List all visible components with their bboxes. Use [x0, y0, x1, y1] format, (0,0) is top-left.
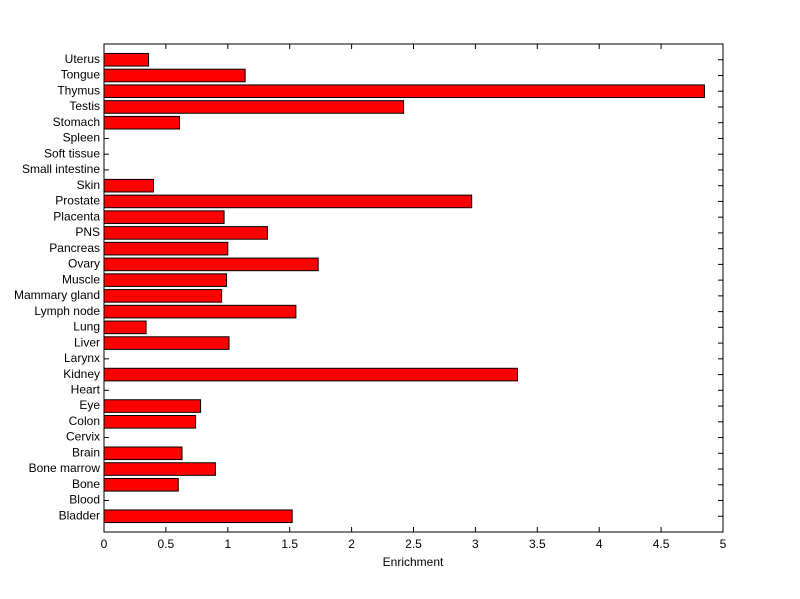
bar — [103, 210, 225, 224]
y-tick-label: PNS — [75, 225, 100, 239]
x-tick-label: 2.5 — [405, 537, 422, 551]
x-tick-label: 0 — [101, 537, 108, 551]
bar — [103, 194, 473, 209]
y-tick-label: Testis — [69, 99, 100, 113]
x-tick-label: 3.5 — [529, 537, 546, 551]
bar — [103, 115, 181, 130]
y-tick-label: Brain — [72, 445, 100, 459]
bar — [103, 336, 230, 350]
bar — [103, 446, 183, 461]
y-tick-label: Lung — [73, 320, 100, 334]
y-tick-label: Stomach — [53, 115, 100, 129]
y-tick-label: Lymph node — [34, 304, 100, 318]
bar — [103, 509, 293, 524]
bar — [103, 84, 705, 99]
x-tick-label: 1 — [224, 537, 231, 551]
x-tick-label: 4.5 — [653, 537, 670, 551]
y-tick-label: Liver — [74, 335, 100, 349]
y-tick-label: Tongue — [61, 68, 101, 82]
bar — [103, 257, 319, 272]
bar — [103, 477, 179, 492]
bar — [103, 320, 147, 335]
y-tick-label: Small intestine — [22, 162, 100, 176]
y-tick-label: Bone — [72, 477, 100, 491]
y-tick-label: Ovary — [68, 257, 100, 271]
y-tick-label: Bone marrow — [29, 461, 101, 475]
y-tick-label: Eye — [79, 398, 100, 412]
bar — [103, 462, 216, 476]
y-tick-label: Blood — [69, 493, 100, 507]
y-tick-label: Prostate — [55, 194, 100, 208]
y-tick-label: Mammary gland — [14, 288, 100, 302]
y-tick-label: Bladder — [59, 508, 100, 522]
y-tick-label: Placenta — [53, 209, 100, 223]
bar — [103, 241, 229, 256]
x-tick-label: 3 — [472, 537, 479, 551]
y-tick-label: Kidney — [63, 367, 100, 381]
y-tick-label: Larynx — [64, 351, 100, 365]
plot-area — [103, 43, 724, 533]
bar — [103, 415, 197, 429]
y-tick-label: Heart — [71, 382, 101, 396]
bar — [103, 100, 405, 114]
y-tick-label: Muscle — [62, 272, 100, 286]
bar — [103, 68, 246, 83]
x-axis-label: Enrichment — [383, 555, 444, 569]
bar — [103, 289, 223, 303]
bar — [103, 399, 202, 413]
bar — [103, 178, 155, 193]
y-tick-label: Thymus — [57, 83, 100, 97]
x-tick-label: 4 — [596, 537, 603, 551]
y-tick-label: Spleen — [63, 131, 100, 145]
bar — [103, 367, 518, 382]
bar — [103, 304, 297, 319]
y-tick-label: Cervix — [66, 430, 100, 444]
x-tick-label: 0.5 — [158, 537, 175, 551]
bar — [103, 226, 268, 240]
x-tick-label: 1.5 — [281, 537, 298, 551]
bar — [103, 52, 150, 67]
y-tick-label: Pancreas — [49, 241, 100, 255]
y-tick-label: Soft tissue — [44, 146, 100, 160]
x-tick-label: 2 — [348, 537, 355, 551]
y-tick-label: Uterus — [65, 52, 100, 66]
x-tick-label: 5 — [720, 537, 727, 551]
y-tick-label: Colon — [69, 414, 100, 428]
bar — [103, 273, 228, 287]
y-tick-label: Skin — [77, 178, 100, 192]
